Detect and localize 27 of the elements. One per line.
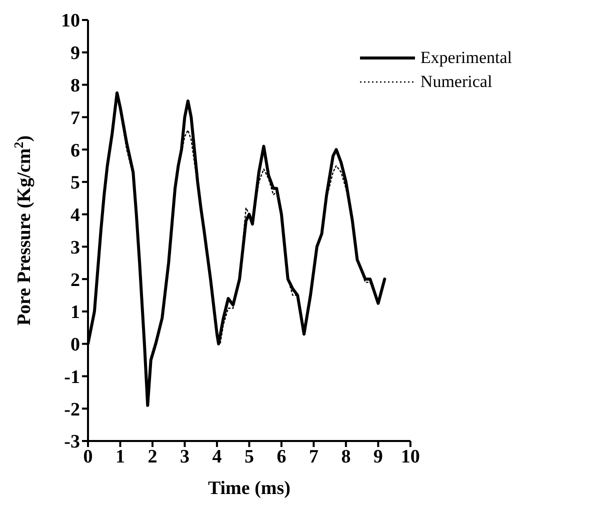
x-tick-label: 5 — [244, 446, 254, 468]
x-axis-title: Time (ms) — [208, 478, 290, 499]
legend-label: Experimental — [420, 48, 512, 68]
x-tick-label: 7 — [308, 446, 319, 468]
y-tick-label: 2 — [70, 270, 80, 291]
y-tick-label: 6 — [70, 140, 80, 162]
x-tick-label: 4 — [212, 446, 222, 468]
y-tick-label: 9 — [70, 43, 80, 64]
x-tick-label: 10 — [400, 446, 420, 468]
x-tick-label: 1 — [115, 446, 125, 468]
x-tick-label: 8 — [341, 446, 351, 468]
y-tick-label: -2 — [64, 399, 80, 420]
y-tick-label: 10 — [61, 10, 80, 32]
y-tick-label: 0 — [70, 334, 80, 356]
x-tick-label: 3 — [180, 446, 190, 468]
y-tick-label: 7 — [70, 108, 80, 129]
y-tick-label: -1 — [64, 366, 80, 388]
y-tick-label: 3 — [70, 237, 80, 258]
y-tick-label: -3 — [64, 432, 80, 453]
x-tick-label: 9 — [373, 446, 383, 468]
legend-label: Numerical — [420, 72, 492, 92]
y-tick-label: 4 — [70, 205, 80, 226]
y-tick-label: 8 — [70, 76, 80, 97]
y-tick-label: 1 — [70, 302, 80, 324]
y-tick-label: 5 — [70, 172, 80, 194]
x-tick-label: 6 — [276, 446, 286, 468]
x-tick-label: 2 — [148, 446, 158, 468]
